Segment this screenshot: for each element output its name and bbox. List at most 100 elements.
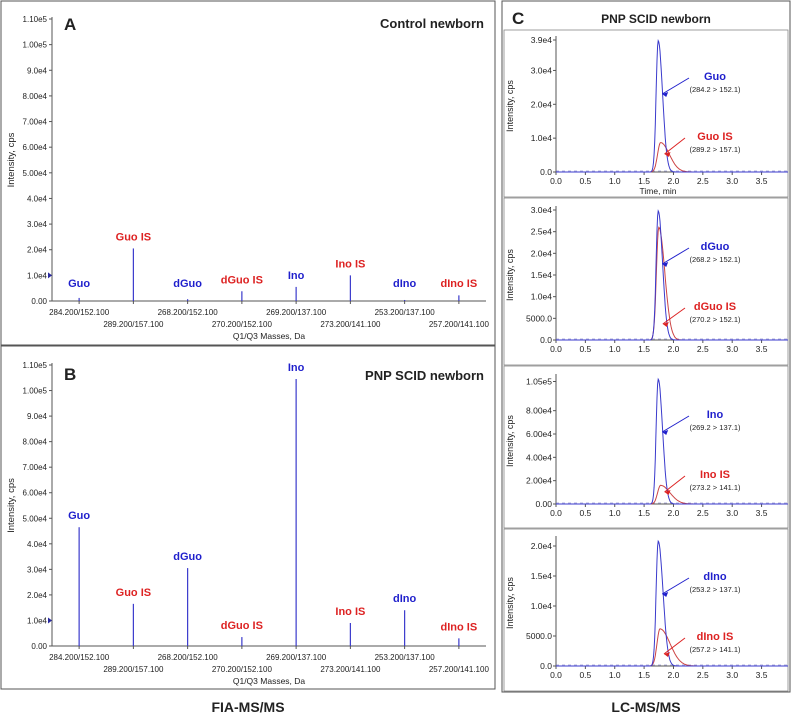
y-tick-label: 9.0e4 [27,66,48,75]
panel-letter-b: B [64,365,76,384]
y-tick-label: 2.0e4 [531,248,553,258]
chart-b: 0.00 1.0e4 2.0e4 3.0e4 4.0e4 5.00e4 6.00e4 7.00… [6,361,489,686]
compound-label: dGuo IS [221,274,263,286]
y-tick-label: 1.5e4 [531,270,553,280]
transition-label: (269.2 > 137.1) [689,423,741,432]
y-axis-label: Intensity, cps [6,478,17,533]
transition-label: (273.2 > 141.1) [689,483,741,492]
arrow-head [662,322,669,327]
compound-label: dIno IS [441,621,478,633]
x-tick-label: 3.5 [756,508,768,518]
x-tick-label: 268.200/152.100 [158,308,219,317]
series-name-label: Ino [707,409,724,421]
y-tick-label: 1.00e5 [23,41,48,50]
x-tick-label: 2.5 [697,344,709,354]
x-tick-label: 273.200/141.100 [320,320,381,329]
y-axis-label: Intensity, cps [505,80,515,132]
axis-marker [48,617,52,624]
y-tick-label: 1.0e4 [531,601,553,611]
compound-label: dIno IS [441,278,478,290]
x-tick-label: 2.5 [697,508,709,518]
x-tick-label: 1.5 [638,344,650,354]
lc-subplot: 0.0 5000.0 1.0e4 1.5e4 2.0e4 Intensity, cps 0.… [503,528,789,692]
y-tick-label: 1.00e5 [23,387,48,396]
x-tick-label: 0.0 [550,344,562,354]
x-tick-label: 284.200/152.100 [49,308,110,317]
series-name-label: Guo IS [697,131,732,143]
y-axis-label: Intensity, cps [6,132,17,187]
y-tick-label: 1.10e5 [23,361,48,370]
x-tick-label: 3.0 [726,176,738,186]
x-tick-label: 0.5 [579,670,591,680]
transition-label: (270.2 > 152.1) [689,315,741,324]
annotation-arrow [662,307,686,325]
y-tick-label: 5.00e4 [23,514,48,523]
panel-b-frame [0,345,496,690]
y-tick-label: 4.0e4 [27,194,48,203]
annotation-arrow [663,637,686,655]
lc-subplot-frame [503,197,789,366]
x-tick-label: 2.0 [668,508,680,518]
compound-label: dGuo [173,551,202,563]
annotation-arrow [661,247,690,265]
y-tick-label: 0.00 [31,297,47,306]
compound-label: Ino IS [335,258,365,270]
panel-c-frame [501,0,791,693]
x-tick-label: 0.5 [579,508,591,518]
x-tick-label: 0.0 [550,670,562,680]
annotation-arrow [661,415,690,433]
x-tick-label: 0.0 [550,176,562,186]
compound-label: Guo [68,510,90,522]
transition-label: (289.2 > 157.1) [689,145,741,154]
compound-label: Ino IS [335,606,365,618]
x-tick-label: 269.200/137.100 [266,308,327,317]
y-tick-label: 1.0e4 [531,133,553,143]
x-tick-label: 1.5 [638,670,650,680]
compound-label: Ino [288,362,305,374]
y-tick-label: 1.5e4 [531,571,553,581]
compound-label: Guo IS [116,231,151,243]
panel-letter-a: A [64,15,76,34]
x-axis-label: Q1/Q3 Masses, Da [233,331,306,341]
y-tick-label: 6.00e4 [23,489,48,498]
y-tick-label: 2.00e4 [526,476,552,486]
x-tick-label: 3.5 [756,176,768,186]
x-tick-label: 1.5 [638,508,650,518]
arrow-head [664,490,671,495]
annotation-arrow [664,137,686,155]
y-tick-label: 5000.0 [526,313,552,323]
chart-a: 0.00 1.0e4 2.0e4 3.0e4 4.0e4 5.00e4 6.00e4 7.00… [6,15,489,341]
compound-label: Ino [288,270,305,282]
trace-line [556,539,788,667]
y-tick-label: 4.00e4 [526,452,552,462]
compound-label: Guo [68,278,90,290]
y-tick-label: 3.0e4 [531,205,553,215]
x-tick-label: 270.200/152.100 [212,320,273,329]
annotation-arrow [661,577,690,595]
x-tick-label: 284.200/152.100 [49,653,110,662]
y-tick-label: 0.0 [540,167,552,177]
y-tick-label: 7.00e4 [23,118,48,127]
transition-label: (257.2 > 141.1) [689,645,741,654]
x-tick-label: 257.200/141.100 [429,320,490,329]
x-tick-label: 257.200/141.100 [429,665,490,674]
x-tick-label: 2.0 [668,670,680,680]
y-tick-label: 7.00e4 [23,463,48,472]
y-tick-label: 8.00e4 [23,92,48,101]
series-name-label: dIno [703,571,726,583]
y-tick-label: 1.0e4 [27,616,48,625]
x-tick-label: 1.0 [609,344,621,354]
x-tick-label: 2.5 [697,670,709,680]
y-tick-label: 0.00 [535,499,552,509]
x-tick-label: 289.200/157.100 [103,320,164,329]
axis-marker [48,272,52,279]
y-tick-label: 8.00e4 [23,438,48,447]
arrow-head [664,152,671,157]
y-tick-label: 3.0e4 [531,65,553,75]
panel-c-title: PNP SCID newborn [601,12,711,26]
y-tick-label: 2.0e4 [27,591,48,600]
lc-subplot-frame [503,528,789,692]
x-tick-label: 3.0 [726,670,738,680]
y-tick-label: 6.00e4 [526,429,552,439]
panel-a-title: Control newborn [380,16,484,31]
